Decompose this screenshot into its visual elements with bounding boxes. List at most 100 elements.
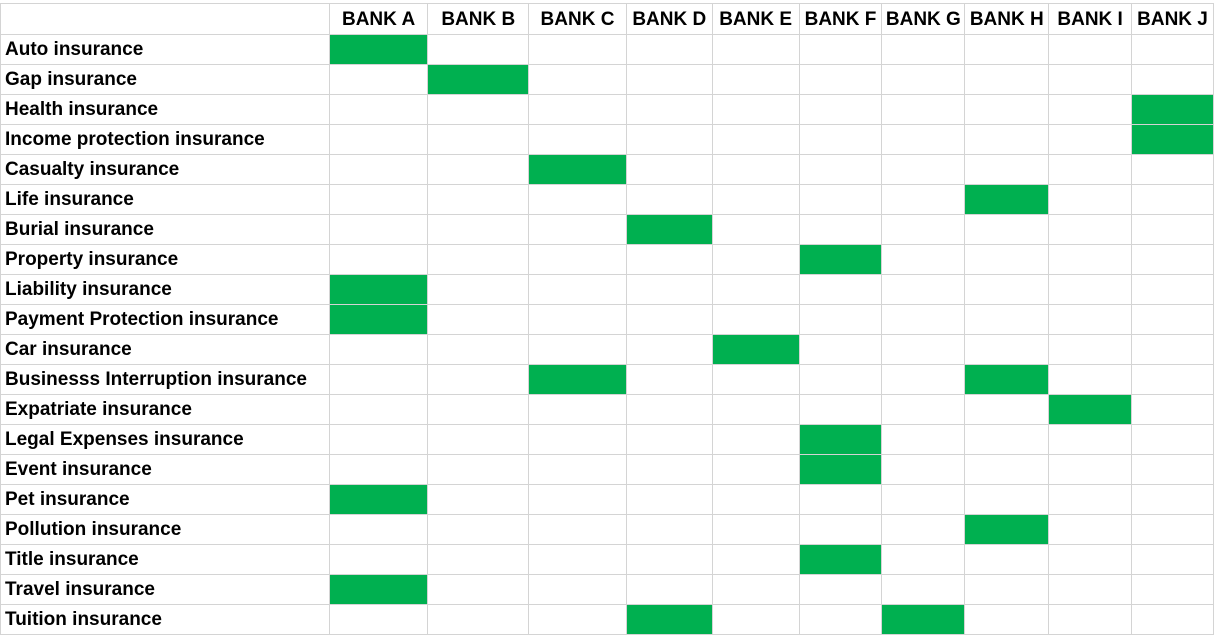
grid-cell[interactable] [798,64,883,95]
grid-cell[interactable] [711,214,800,245]
highlighted-cell[interactable] [964,514,1050,545]
grid-cell[interactable] [964,304,1050,335]
grid-cell[interactable] [798,214,883,245]
grid-cell[interactable] [528,94,627,125]
grid-cell[interactable] [528,544,627,575]
grid-cell[interactable] [528,304,627,335]
highlighted-cell[interactable] [1131,124,1214,155]
grid-cell[interactable] [1048,454,1133,485]
grid-cell[interactable] [625,544,713,575]
grid-cell[interactable] [798,94,883,125]
grid-cell[interactable] [964,244,1050,275]
grid-cell[interactable] [964,604,1050,635]
grid-cell[interactable] [625,304,713,335]
row-label-cell[interactable]: Expatriate insurance [0,394,330,425]
grid-cell[interactable] [528,214,627,245]
grid-cell[interactable] [427,124,530,155]
grid-cell[interactable] [711,94,800,125]
grid-cell[interactable] [328,184,429,215]
corner-cell[interactable] [0,3,330,35]
grid-cell[interactable] [328,364,429,395]
grid-cell[interactable] [964,574,1050,605]
grid-cell[interactable] [964,124,1050,155]
grid-cell[interactable] [881,244,966,275]
grid-cell[interactable] [427,484,530,515]
grid-cell[interactable] [711,304,800,335]
grid-cell[interactable] [798,604,883,635]
grid-cell[interactable] [528,484,627,515]
grid-cell[interactable] [798,394,883,425]
row-label-cell[interactable]: Legal Expenses insurance [0,424,330,455]
grid-cell[interactable] [1048,124,1133,155]
highlighted-cell[interactable] [528,364,627,395]
grid-cell[interactable] [427,544,530,575]
row-label-cell[interactable]: Pet insurance [0,484,330,515]
grid-cell[interactable] [528,424,627,455]
row-label-cell[interactable]: Travel insurance [0,574,330,605]
grid-cell[interactable] [964,274,1050,305]
grid-cell[interactable] [625,364,713,395]
grid-cell[interactable] [1048,484,1133,515]
column-header-bank-f[interactable]: BANK F [798,3,883,35]
grid-cell[interactable] [964,94,1050,125]
grid-cell[interactable] [427,304,530,335]
row-label-cell[interactable]: Event insurance [0,454,330,485]
grid-cell[interactable] [881,34,966,65]
grid-cell[interactable] [881,544,966,575]
grid-cell[interactable] [881,304,966,335]
highlighted-cell[interactable] [528,154,627,185]
grid-cell[interactable] [964,334,1050,365]
column-header-bank-c[interactable]: BANK C [528,3,627,35]
grid-cell[interactable] [1131,304,1214,335]
grid-cell[interactable] [798,154,883,185]
grid-cell[interactable] [625,574,713,605]
grid-cell[interactable] [625,454,713,485]
grid-cell[interactable] [711,124,800,155]
grid-cell[interactable] [798,274,883,305]
grid-cell[interactable] [625,184,713,215]
grid-cell[interactable] [711,244,800,275]
grid-cell[interactable] [1048,244,1133,275]
highlighted-cell[interactable] [798,544,883,575]
grid-cell[interactable] [1131,484,1214,515]
column-header-bank-e[interactable]: BANK E [711,3,800,35]
grid-cell[interactable] [881,64,966,95]
grid-cell[interactable] [528,64,627,95]
highlighted-cell[interactable] [711,334,800,365]
grid-cell[interactable] [328,94,429,125]
grid-cell[interactable] [427,514,530,545]
grid-cell[interactable] [881,364,966,395]
grid-cell[interactable] [881,184,966,215]
grid-cell[interactable] [881,124,966,155]
grid-cell[interactable] [328,334,429,365]
grid-cell[interactable] [1131,274,1214,305]
grid-cell[interactable] [528,514,627,545]
grid-cell[interactable] [711,394,800,425]
grid-cell[interactable] [427,184,530,215]
highlighted-cell[interactable] [964,184,1050,215]
grid-cell[interactable] [625,244,713,275]
row-label-cell[interactable]: Gap insurance [0,64,330,95]
grid-cell[interactable] [1131,544,1214,575]
grid-cell[interactable] [1048,214,1133,245]
grid-cell[interactable] [798,124,883,155]
grid-cell[interactable] [625,484,713,515]
highlighted-cell[interactable] [881,604,966,635]
grid-cell[interactable] [328,124,429,155]
grid-cell[interactable] [711,364,800,395]
grid-cell[interactable] [1048,34,1133,65]
grid-cell[interactable] [881,424,966,455]
column-header-bank-h[interactable]: BANK H [964,3,1050,35]
grid-cell[interactable] [625,394,713,425]
grid-cell[interactable] [427,424,530,455]
grid-cell[interactable] [528,454,627,485]
grid-cell[interactable] [427,604,530,635]
grid-cell[interactable] [328,424,429,455]
grid-cell[interactable] [964,424,1050,455]
grid-cell[interactable] [328,544,429,575]
grid-cell[interactable] [881,484,966,515]
highlighted-cell[interactable] [964,364,1050,395]
grid-cell[interactable] [328,454,429,485]
grid-cell[interactable] [964,544,1050,575]
grid-cell[interactable] [711,484,800,515]
